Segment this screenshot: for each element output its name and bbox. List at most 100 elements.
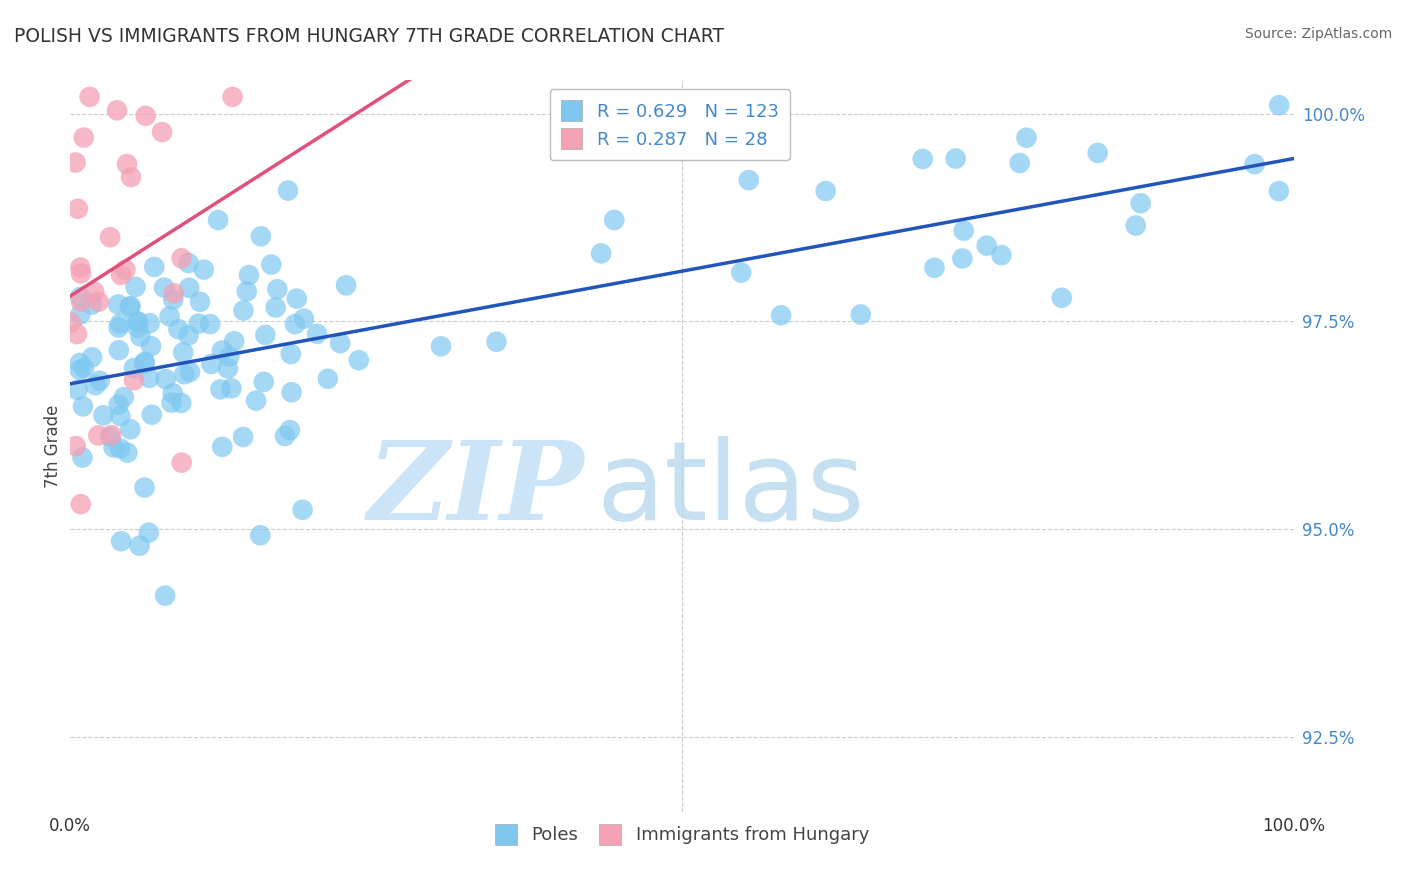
Point (177, 328, 200, 343)
Point (150, 125, 173, 139)
Point (172, 345, 194, 359)
Point (274, 429, 297, 443)
Point (127, 321, 149, 335)
Point (153, 589, 176, 603)
Point (187, 317, 209, 331)
Point (107, 320, 129, 334)
Point (138, 316, 160, 330)
Point (98, 430, 121, 444)
Point (253, 375, 276, 389)
Text: atlas: atlas (596, 436, 865, 543)
Point (163, 286, 186, 301)
Point (266, 282, 288, 296)
Point (162, 293, 184, 307)
Point (83, 285, 105, 299)
Point (72, 400, 94, 414)
Text: Source: ZipAtlas.com: Source: ZipAtlas.com (1244, 27, 1392, 41)
Point (264, 301, 287, 315)
Point (93, 409, 115, 423)
Point (730, 266, 752, 280)
Point (138, 371, 160, 385)
Point (292, 311, 315, 326)
Point (127, 315, 149, 329)
Point (87, 428, 110, 442)
Point (278, 423, 301, 437)
Point (924, 260, 946, 275)
Point (911, 152, 934, 166)
Point (1050, 291, 1073, 305)
Point (160, 395, 183, 409)
Point (72, 450, 94, 465)
Point (110, 268, 132, 282)
Y-axis label: 7th Grade: 7th Grade (44, 404, 62, 488)
Point (232, 303, 254, 318)
Point (134, 355, 156, 369)
Point (87, 294, 110, 309)
Point (98, 230, 121, 244)
Point (1243, 157, 1265, 171)
Point (70, 294, 93, 309)
Point (770, 308, 793, 322)
Point (143, 260, 166, 274)
Point (173, 368, 195, 382)
Text: POLISH VS IMMIGRANTS FROM HUNGARY 7TH GRADE CORRELATION CHART: POLISH VS IMMIGRANTS FROM HUNGARY 7TH GR… (14, 27, 724, 45)
Point (221, 90, 243, 104)
Point (73, 361, 96, 376)
Point (1008, 156, 1031, 170)
Point (1129, 196, 1152, 211)
Point (224, 334, 246, 349)
Point (65, 155, 87, 169)
Point (193, 262, 215, 277)
Point (129, 329, 152, 343)
Point (221, 381, 243, 395)
Point (108, 343, 131, 358)
Text: ZIP: ZIP (367, 436, 583, 543)
Point (250, 229, 273, 244)
Point (139, 339, 162, 353)
Point (177, 256, 200, 270)
Point (188, 294, 211, 309)
Point (105, 103, 128, 118)
Point (1015, 130, 1038, 145)
Point (591, 246, 613, 260)
Point (60, 316, 83, 330)
Point (69, 356, 91, 370)
Point (849, 308, 872, 322)
Point (170, 396, 193, 410)
Point (155, 372, 177, 386)
Point (128, 539, 150, 553)
Point (66, 327, 89, 342)
Point (232, 430, 254, 444)
Point (277, 184, 299, 198)
Point (179, 281, 201, 295)
Point (1268, 184, 1291, 198)
Point (280, 385, 302, 400)
Point (69, 363, 91, 377)
Point (179, 365, 201, 379)
Point (117, 445, 139, 459)
Point (79, 90, 101, 104)
Point (211, 440, 233, 454)
Point (1125, 219, 1147, 233)
Point (218, 350, 240, 364)
Point (976, 238, 998, 252)
Point (124, 280, 146, 294)
Point (814, 184, 837, 198)
Point (69, 497, 91, 511)
Point (115, 157, 138, 171)
Point (135, 109, 157, 123)
Point (1087, 145, 1109, 160)
Point (738, 173, 761, 187)
Point (103, 441, 125, 455)
Point (89, 374, 111, 388)
Point (254, 328, 277, 343)
Point (110, 317, 132, 331)
Point (138, 525, 160, 540)
Point (107, 297, 129, 311)
Point (114, 262, 136, 277)
Point (112, 390, 135, 404)
Point (170, 456, 193, 470)
Point (118, 300, 141, 314)
Point (198, 317, 221, 331)
Point (260, 258, 283, 272)
